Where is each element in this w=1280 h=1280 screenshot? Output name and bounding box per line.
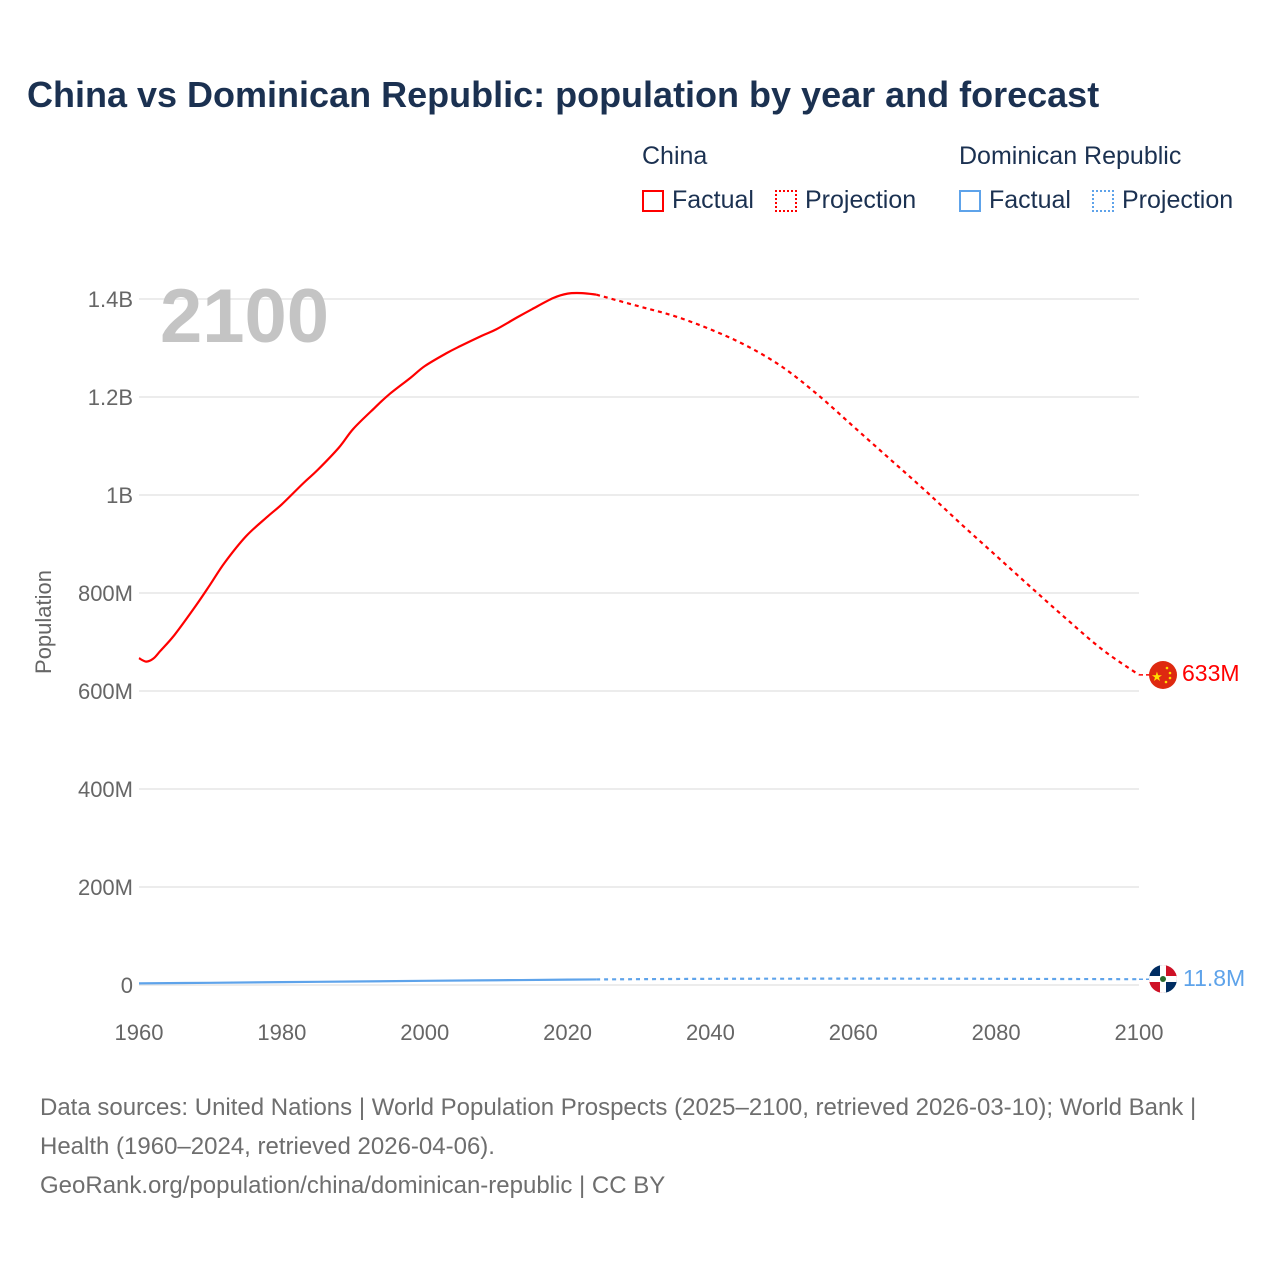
china-factual-line xyxy=(138,291,597,663)
x-tick-label: 2000 xyxy=(400,1020,449,1045)
y-tick-label: 1B xyxy=(106,483,133,508)
x-tick-label: 1960 xyxy=(115,1020,164,1045)
dominican-republic-projection-line xyxy=(596,977,1140,981)
x-tick-label: 2100 xyxy=(1115,1020,1164,1045)
china-flag-icon: ★ xyxy=(1149,661,1177,689)
x-tick-label: 2060 xyxy=(829,1020,878,1045)
legend-label: Projection xyxy=(1122,186,1234,214)
y-tick-label: 0 xyxy=(121,973,133,998)
legend-dr-projection[interactable]: Projection xyxy=(1092,186,1233,215)
legend-swatch-solid xyxy=(642,189,664,212)
legend-swatch-dotted xyxy=(1092,189,1114,212)
legend-label: Factual xyxy=(989,186,1071,214)
legend-china-projection[interactable]: Projection xyxy=(775,186,916,215)
china-end-label: 633M xyxy=(1182,660,1240,686)
svg-text:★: ★ xyxy=(1151,669,1163,684)
y-tick-label: 400M xyxy=(78,777,133,802)
dominican-republic-end-label: 11.8M xyxy=(1183,965,1245,991)
legend-label: Projection xyxy=(805,186,917,214)
y-tick-label: 1.2B xyxy=(88,385,133,410)
source-note: Data sources: United Nations | World Pop… xyxy=(40,1088,1240,1205)
legend-dr-factual[interactable]: Factual xyxy=(959,186,1071,215)
source-link[interactable]: GeoRank.org/population/china/dominican-r… xyxy=(40,1172,666,1199)
x-tick-label: 1980 xyxy=(257,1020,306,1045)
dominican-republic-flag-icon xyxy=(1149,965,1177,993)
x-tick-label: 2020 xyxy=(543,1020,592,1045)
legend-group-dominican-republic: Dominican Republic xyxy=(959,142,1182,170)
legend-label: Factual xyxy=(672,186,754,214)
x-tick-label: 2040 xyxy=(686,1020,735,1045)
chart-title: China vs Dominican Republic: population … xyxy=(27,74,1100,115)
legend-china-factual[interactable]: Factual xyxy=(642,186,754,215)
y-tick-label: 800M xyxy=(78,581,133,606)
y-tick-label: 600M xyxy=(78,679,133,704)
y-tick-label: 1.4B xyxy=(88,287,133,312)
year-watermark: 2100 xyxy=(160,274,329,359)
legend-group-china: China xyxy=(642,142,708,170)
dominican-republic-factual-line xyxy=(138,978,597,985)
legend-swatch-solid xyxy=(959,189,981,212)
x-tick-label: 2080 xyxy=(972,1020,1021,1045)
y-axis-label: Population xyxy=(31,570,56,674)
y-tick-label: 200M xyxy=(78,875,133,900)
legend-swatch-dotted xyxy=(775,189,797,212)
source-text: Data sources: United Nations | World Pop… xyxy=(40,1094,1197,1160)
china-projection-line xyxy=(595,293,1140,676)
